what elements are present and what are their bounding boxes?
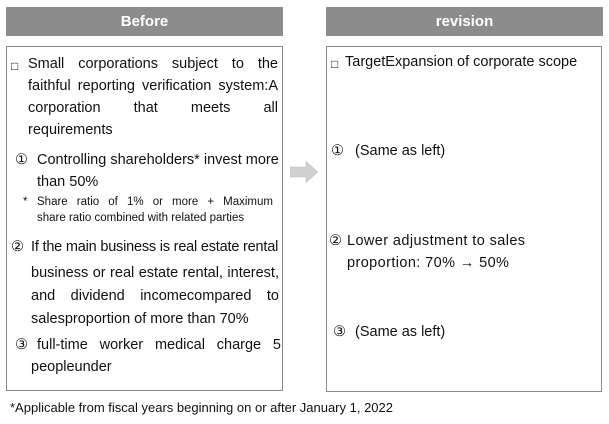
before-item3-number: ③ — [15, 337, 28, 353]
before-item3-line1: full-time worker medical charge 5 — [37, 337, 281, 353]
before-item1-line2: than 50% — [37, 174, 99, 190]
before-note-line2: share ratio combined with related partie… — [37, 212, 245, 224]
before-item2-line4: salesproportion of more than 70% — [31, 311, 249, 327]
before-intro-line3: corporation that meets all — [28, 100, 278, 116]
before-item2-line1: If the main business is real estate rent… — [31, 239, 279, 255]
revision-item2-line1: Lower adjustment to sales — [347, 233, 526, 249]
before-intro-line1: Small corporations subject to the — [28, 56, 278, 72]
footnote: *Applicable from fiscal years beginning … — [10, 400, 393, 415]
revision-item1-number: ① — [331, 143, 344, 159]
before-note-marker: * — [23, 196, 28, 208]
revision-column-header: revision — [326, 7, 603, 36]
right-arrow-icon — [290, 161, 319, 183]
revision-item1: (Same as left) — [355, 143, 446, 159]
intro-bullet-icon: □ — [331, 57, 339, 71]
before-item1-number: ① — [15, 152, 28, 168]
before-item3-line2: peopleunder — [31, 359, 112, 375]
before-intro-line4: requirements — [28, 122, 113, 138]
before-item2-line3: and dividend incomecompared to — [31, 288, 279, 304]
before-item2-line2: business or real estate rental, interest… — [31, 265, 279, 281]
before-item2-number: ② — [11, 239, 24, 255]
revision-item2-line2: proportion: 70% → 50% — [347, 255, 510, 271]
revision-panel: □ TargetExpansion of corporate scope ① (… — [326, 46, 602, 392]
before-note-line1: Share ratio of 1% or more + Maximum — [37, 196, 273, 208]
before-intro-line2: faithful reporting verification system:A — [28, 78, 278, 94]
revision-item2-number: ② — [329, 233, 342, 249]
before-column-header: Before — [6, 7, 283, 36]
revision-intro: TargetExpansion of corporate scope — [345, 54, 578, 70]
intro-bullet-icon: □ — [11, 59, 19, 73]
revision-item3: (Same as left) — [355, 324, 446, 340]
before-panel: □ Small corporations subject to the fait… — [6, 46, 283, 391]
before-item1-line1: Controlling shareholders* invest more — [37, 152, 279, 168]
revision-item3-number: ③ — [333, 324, 346, 340]
